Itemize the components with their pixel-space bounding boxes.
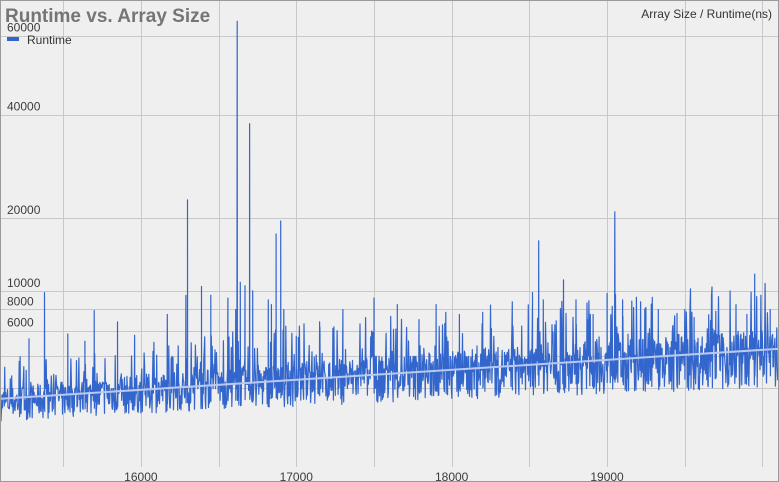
grid-x (63, 1, 763, 467)
y-tick-label: 20000 (7, 203, 41, 217)
series-line-runtime (1, 20, 778, 422)
y-tick-label: 10000 (7, 276, 41, 290)
trend-line (1, 347, 778, 400)
chart-title: Runtime vs. Array Size (5, 6, 210, 27)
axis-title: Array Size / Runtime(ns) (641, 7, 772, 21)
series-layer (1, 20, 778, 422)
y-tick-label: 6000 (7, 316, 34, 330)
x-tick-label: 18000 (435, 470, 469, 481)
legend-label: Runtime (27, 33, 72, 47)
legend-swatch (7, 37, 19, 41)
y-tick-label: 40000 (7, 100, 41, 114)
x-tick-labels: 16000 17000 18000 19000 (124, 470, 624, 481)
legend: Runtime (7, 33, 72, 47)
x-tick-label: 17000 (280, 470, 314, 481)
y-tick-label: 60000 (7, 21, 41, 35)
y-tick-label: 8000 (7, 294, 34, 308)
x-tick-label: 19000 (590, 470, 624, 481)
y-tick-labels: 6000 8000 10000 20000 40000 60000 (7, 21, 41, 330)
x-tick-label: 16000 (124, 470, 158, 481)
